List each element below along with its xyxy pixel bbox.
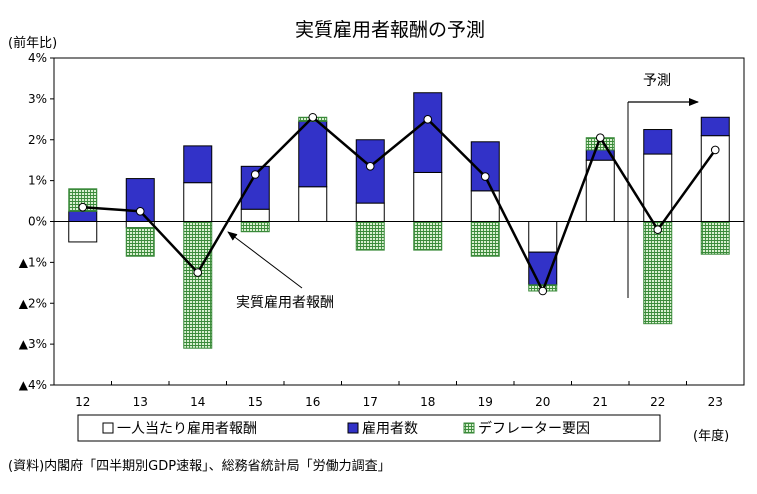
bar-employees	[413, 92, 443, 173]
line-point	[78, 202, 88, 212]
x-tick-label: 20	[535, 395, 550, 409]
line-annotation: 実質雇用者報酬	[227, 231, 334, 311]
bar-deflator	[700, 221, 730, 255]
bar-deflator	[125, 227, 155, 257]
line-point	[710, 145, 720, 155]
y-tick-label: 4%	[28, 51, 47, 65]
x-tick-label: 21	[593, 395, 608, 409]
legend-label-deflator: デフレーター要因	[478, 420, 590, 437]
x-tick-label: 13	[133, 395, 148, 409]
bar-compensation	[183, 182, 213, 222]
bar-compensation	[413, 171, 443, 222]
bar-deflator	[413, 221, 443, 251]
legend-label-compensation: 一人当たり雇用者報酬	[117, 420, 257, 437]
bar-employees	[183, 145, 213, 184]
bar-employees	[68, 210, 98, 222]
forecast-marker: 予測	[627, 73, 699, 298]
legend-box	[77, 414, 661, 442]
bar-compensation	[355, 202, 385, 222]
bar-compensation	[298, 186, 328, 223]
x-tick-label: 16	[305, 395, 320, 409]
source-note: (資料)内閣府「四半期別GDP速報」、総務省統計局「労働力調査」	[8, 459, 391, 474]
bar-compensation	[643, 153, 673, 222]
legend-swatch-deflator	[463, 422, 475, 434]
y-tick-label: ▲3%	[19, 337, 47, 351]
x-tick-label: 14	[190, 395, 205, 409]
x-axis-label: (年度)	[693, 428, 729, 444]
legend-label-employees: 雇用者数	[362, 420, 418, 437]
line-annotation-arrow	[227, 231, 303, 289]
y-tick-label: 3%	[28, 92, 47, 106]
bar-deflator	[183, 221, 213, 349]
x-tick-label: 19	[478, 395, 493, 409]
line-point	[480, 172, 490, 181]
legend-swatch-employees	[347, 422, 359, 434]
legend-swatch-compensation	[102, 422, 114, 434]
bar-deflator	[355, 221, 385, 251]
bar-employees	[298, 120, 328, 188]
y-tick-label: 0%	[28, 215, 47, 229]
x-tick-label: 23	[708, 395, 723, 409]
forecast-label: 予測	[643, 73, 671, 89]
y-tick-label: ▲2%	[19, 296, 47, 310]
bar-compensation	[528, 221, 558, 253]
bar-employees	[355, 139, 385, 204]
y-tick-label: 2%	[28, 133, 47, 147]
bar-employees	[700, 116, 730, 137]
x-tick-label: 15	[248, 395, 263, 409]
line-annotation-label: 実質雇用者報酬	[236, 294, 334, 311]
y-tick-label: ▲4%	[19, 378, 47, 392]
chart-title: 実質雇用者報酬の予測	[295, 19, 485, 41]
x-tick-label: 22	[650, 395, 665, 409]
x-tick-label: 18	[420, 395, 435, 409]
line-point	[595, 133, 605, 143]
line-point	[308, 112, 318, 122]
bar-series	[68, 92, 730, 349]
x-tick-label: 12	[75, 395, 90, 409]
bar-employees	[528, 251, 558, 286]
x-tick-label: 17	[363, 395, 378, 409]
line-point	[423, 115, 433, 124]
bar-compensation	[585, 159, 615, 222]
legend: 一人当たり雇用者報酬 雇用者数 デフレーター要因	[77, 414, 661, 442]
line-path	[82, 115, 717, 295]
line-series	[78, 112, 720, 296]
bar-deflator	[240, 221, 270, 233]
line-point	[653, 225, 663, 234]
bar-compensation	[240, 208, 270, 223]
line-point	[365, 162, 375, 171]
line-point	[250, 170, 260, 179]
y-tick-label: ▲1%	[19, 255, 47, 269]
y-tick-label: 1%	[28, 174, 47, 188]
bar-employees	[643, 129, 673, 155]
bar-compensation	[68, 221, 98, 243]
bar-deflator	[470, 221, 500, 257]
y-axis: 4% 3% 2% 1% 0% ▲1% ▲2% ▲3% ▲4%	[19, 51, 54, 392]
x-axis: 12 13 14 15 16 17 18 19 20 21 22 23	[75, 381, 723, 409]
bar-deflator	[643, 221, 673, 325]
line-point	[135, 206, 145, 216]
line-point	[538, 286, 548, 296]
y-axis-label: (前年比)	[8, 35, 57, 51]
line-point	[193, 268, 203, 277]
